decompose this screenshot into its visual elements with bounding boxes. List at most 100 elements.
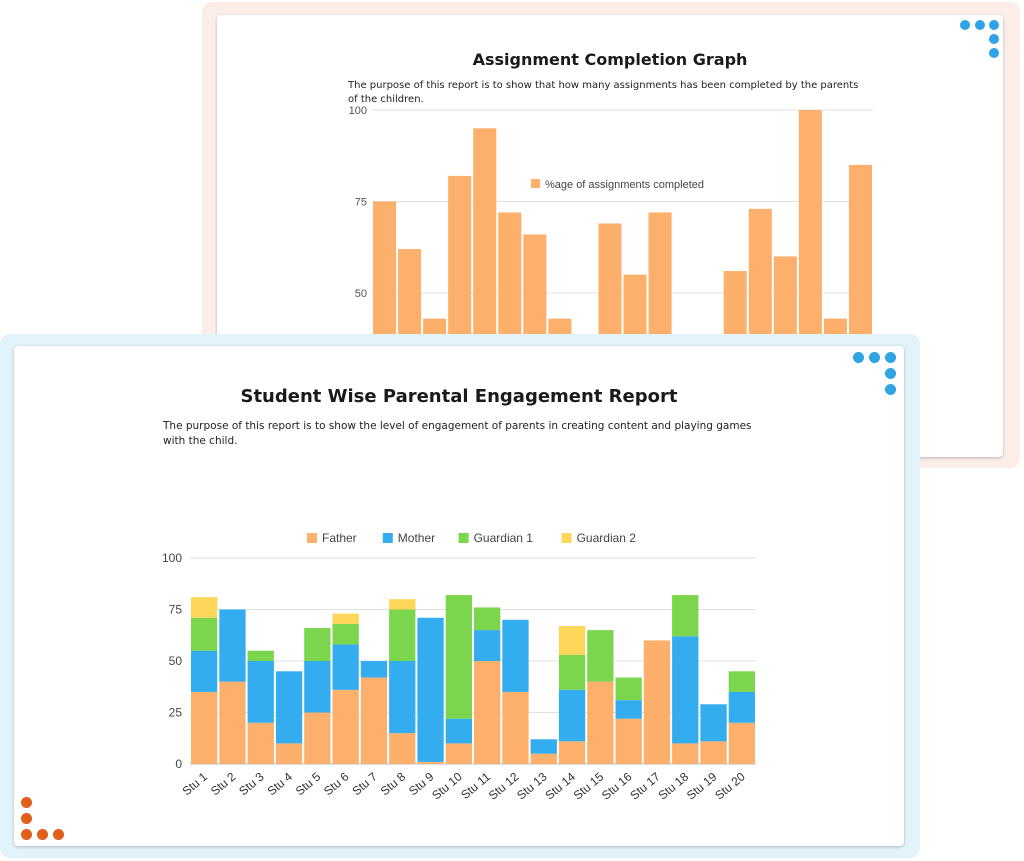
bar-segment: [191, 650, 218, 692]
bar-segment: [728, 722, 755, 764]
dot-blue-icon: [975, 20, 985, 30]
bar-segment: [304, 628, 331, 661]
bar-segment: [672, 595, 699, 637]
bar-segment: [389, 599, 416, 610]
legend-label: Father: [322, 531, 357, 545]
bar-segment: [615, 700, 642, 719]
x-tick-label: Stu 13: [514, 769, 550, 802]
bar-segment: [728, 671, 755, 692]
y-tick-label: 50: [355, 288, 367, 300]
y-tick-label: 25: [169, 706, 183, 720]
legend-swatch: [561, 533, 572, 543]
bar-segment: [247, 661, 274, 723]
dot-orange-icon: [21, 813, 32, 824]
bar-segment: [332, 689, 359, 764]
assignment-report-title: Assignment Completion Graph: [472, 50, 748, 69]
bar-segment: [530, 753, 557, 764]
assignment-report-description: The purpose of this report is to show th…: [348, 80, 859, 105]
legend-swatch: [458, 533, 469, 543]
dot-orange-icon: [21, 797, 32, 808]
bar-segment: [389, 661, 416, 734]
x-tick-label: Stu 2: [208, 769, 239, 798]
bar-segment: [304, 661, 331, 713]
x-tick-label: Stu 12: [486, 769, 522, 802]
bar-segment: [332, 623, 359, 645]
x-tick-label: Stu 7: [349, 769, 380, 798]
bar-segment: [502, 619, 529, 692]
bar-segment: [445, 718, 472, 744]
x-tick-label: Stu 4: [265, 769, 296, 798]
bar-segment: [672, 636, 699, 744]
bar-segment: [247, 650, 274, 661]
bar-segment: [275, 671, 303, 744]
bar-segment: [558, 741, 586, 764]
legend-label: Guardian 2: [577, 531, 637, 545]
dot-blue-icon: [885, 368, 896, 379]
y-tick-label: 75: [169, 603, 183, 617]
dot-blue-icon: [989, 20, 999, 30]
y-tick-label: 100: [162, 551, 182, 565]
x-tick-label: Stu 19: [684, 769, 720, 802]
x-tick-label: Stu 1: [180, 769, 211, 798]
bar-segment: [587, 681, 614, 764]
bar-segment: [558, 625, 586, 655]
legend-swatch: [531, 179, 540, 188]
bar-segment: [304, 712, 331, 764]
engagement-report-card: Student Wise Parental Engagement Report …: [14, 346, 904, 846]
bar-segment: [672, 743, 699, 764]
y-tick-label: 75: [355, 197, 367, 209]
bar-segment: [247, 722, 274, 764]
bar-segment: [530, 739, 557, 754]
dot-blue-icon: [989, 48, 999, 58]
x-tick-label: Stu 18: [656, 769, 692, 802]
dot-orange-icon: [21, 829, 32, 840]
x-tick-label: Stu 3: [236, 769, 267, 798]
dot-blue-icon: [885, 384, 896, 395]
x-tick-label: Stu 16: [599, 769, 635, 802]
bar-segment: [360, 677, 388, 764]
dot-blue-icon: [869, 352, 880, 363]
dot-blue-icon: [989, 34, 999, 44]
bar-segment: [587, 630, 614, 682]
bar-segment: [389, 609, 416, 661]
x-tick-label: Stu 11: [458, 769, 493, 802]
bar-segment: [219, 609, 246, 682]
bar-segment: [219, 681, 246, 764]
bar-segment: [191, 617, 218, 651]
dot-blue-icon: [853, 352, 864, 363]
bar-segment: [191, 691, 218, 764]
y-tick-label: 50: [169, 654, 183, 668]
x-tick-label: Stu 10: [429, 769, 465, 802]
bar-segment: [417, 761, 444, 764]
bar-segment: [474, 630, 501, 661]
dot-orange-icon: [53, 829, 64, 840]
bar-segment: [332, 613, 359, 624]
engagement-report-title: Student Wise Parental Engagement Report: [240, 386, 678, 407]
bar-segment: [502, 691, 529, 764]
legend-swatch: [382, 533, 393, 543]
bar-segment: [558, 689, 586, 742]
x-tick-label: Stu 14: [542, 769, 578, 802]
bar-segment: [360, 661, 388, 678]
x-tick-label: Stu 20: [712, 769, 748, 802]
bar-segment: [474, 661, 501, 764]
x-tick-label: Stu 5: [293, 769, 324, 798]
bar-segment: [643, 640, 671, 764]
x-tick-label: Stu 6: [321, 769, 352, 798]
dot-blue-icon: [960, 20, 970, 30]
bar-segment: [332, 644, 359, 690]
legend-swatch: [307, 533, 317, 543]
legend-label: Mother: [398, 531, 435, 545]
x-tick-label: Stu 15: [571, 769, 607, 802]
x-tick-label: Stu 17: [627, 769, 663, 802]
y-tick-label: 100: [349, 105, 367, 117]
y-tick-label: 0: [175, 757, 182, 771]
dot-orange-icon: [37, 829, 48, 840]
engagement-report-description: The purpose of this report is to show th…: [163, 420, 752, 447]
bar-segment: [700, 741, 727, 764]
bar-segment: [389, 733, 416, 764]
legend-label: %age of assignments completed: [545, 179, 704, 191]
bar-segment: [445, 743, 472, 764]
bar-segment: [417, 617, 444, 762]
bar-segment: [445, 595, 472, 719]
